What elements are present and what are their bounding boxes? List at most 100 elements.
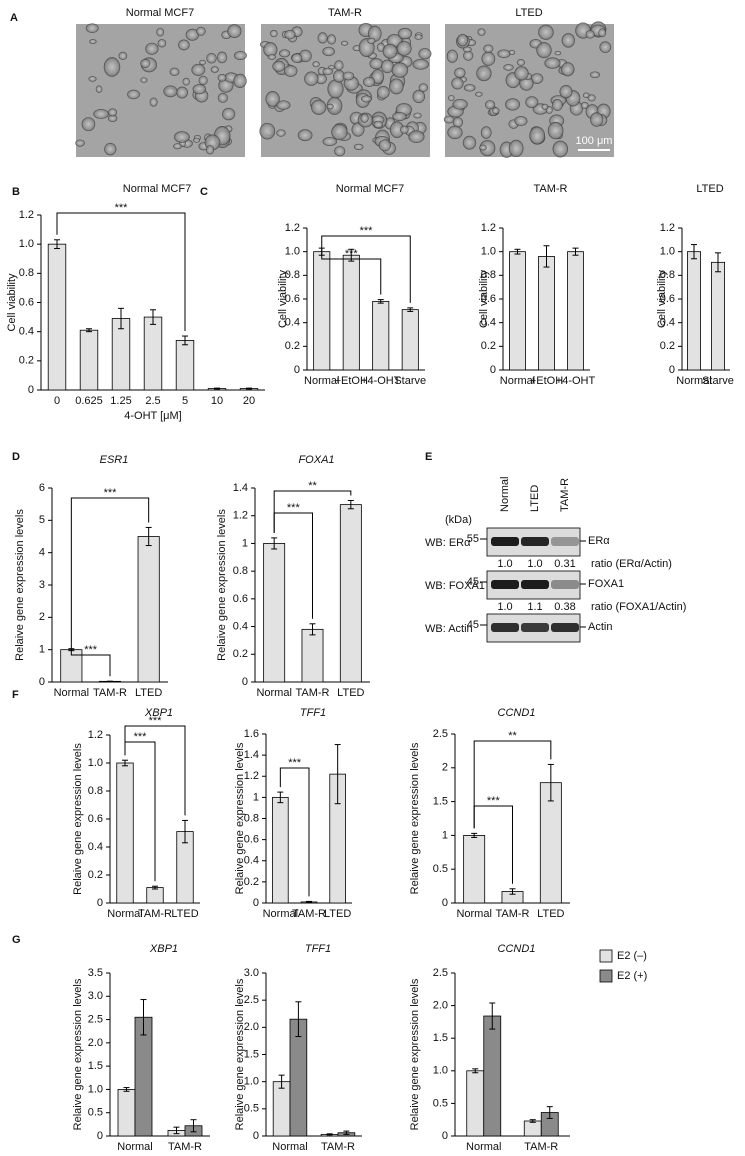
y-tick-label: 1.0 [660,246,675,258]
x-tick-label: Starve [394,375,426,387]
y-tick-label: 1.2 [88,729,103,741]
y-tick-label: 2.5 [433,728,448,740]
cell [408,130,425,143]
row-label: WB: Actin [425,623,473,635]
bar [567,251,584,371]
cell [396,40,412,56]
y-tick-label: 0.6 [88,813,103,825]
y-tick-label: 1.5 [244,1048,259,1060]
cell [547,121,564,140]
y-tick-label: 0.8 [88,785,103,797]
y-tick-label: 0.4 [660,317,675,329]
legend-label: E2 (–) [617,950,647,962]
cell [210,66,219,73]
y-axis-label: Cell viability [478,269,490,328]
y-tick-label: 0.2 [19,355,34,367]
cell [173,143,182,150]
y-tick-label: 1.2 [244,770,259,782]
cell [297,129,313,142]
ratio-value: 1.0 [497,558,512,570]
significance-label: *** [84,644,98,656]
chart-title: FOXA1 [298,454,334,466]
panel-label: C [200,186,208,198]
cell [514,66,529,81]
panel-label: B [12,186,20,198]
cell [462,135,477,150]
y-tick-label: 1.5 [433,1032,448,1044]
image-title: Normal MCF7 [126,7,194,19]
marker-label: 45 [467,576,479,588]
y-tick-label: 0.6 [244,834,259,846]
cell [483,44,494,53]
cell [457,33,469,47]
cell [222,107,236,121]
x-tick-label: TAM-R [168,1141,202,1153]
x-tick-label: Normal [304,375,339,387]
cell [463,84,476,92]
cell [233,73,247,88]
y-axis-label: Cell viability [656,269,668,328]
cell [182,77,190,86]
significance-label: *** [360,225,374,237]
scale-bar-label: 100 μm [576,135,613,147]
y-tick-label: 0.5 [244,1103,259,1115]
cell [317,32,328,44]
cell [149,97,158,107]
ratio-label: ratio (ERα/Actin) [591,558,672,570]
cell [514,115,528,127]
chart-title: XBP1 [149,943,178,955]
y-tick-label: 1 [253,791,259,803]
chart-title: XBP1 [144,707,173,719]
y-tick-label: 0.6 [285,293,300,305]
panel-label: G [12,934,21,946]
significance-label: ** [508,730,517,742]
x-tick-label: Normal [456,908,491,920]
y-tick-label: 0.2 [481,340,496,352]
cell [382,43,398,59]
panel-label: A [10,12,18,24]
cell [418,48,432,60]
significance-label: *** [115,202,129,214]
significance-bracket [56,212,186,332]
significance-bracket [273,490,352,533]
y-tick-label: 1.0 [481,246,496,258]
blot-band [521,580,549,589]
cell [582,92,590,98]
ratio-value: 0.38 [554,601,575,613]
y-tick-label: 2.5 [433,967,448,979]
significance-label: *** [134,731,148,743]
blot-band [491,537,519,546]
significance-bracket [473,740,552,829]
cell [108,108,118,117]
cell [217,73,227,82]
y-axis-label: Cell viability [277,269,289,328]
x-tick-label: 5 [182,395,188,407]
y-tick-label: 0.5 [88,1107,103,1119]
ratio-value: 0.31 [554,558,575,570]
y-tick-label: 1.2 [285,222,300,234]
y-tick-label: 0 [97,897,103,909]
lane-label: TAM-R [559,478,571,512]
bar [509,251,526,371]
cell [276,129,286,137]
x-tick-label: LTED [537,908,564,920]
y-tick-label: 5 [39,514,45,526]
cell [418,83,428,92]
cell [463,50,474,61]
significance-label: *** [104,487,118,499]
cell [492,107,500,115]
y-tick-label: 0 [669,364,675,376]
cell [157,39,167,48]
cell [561,62,575,77]
y-tick-label: 0.6 [233,593,248,605]
row-label: WB: ERα [425,537,471,549]
panel-label: F [12,689,19,701]
y-tick-label: 0 [442,897,448,909]
y-tick-label: 1.0 [433,1065,448,1077]
legend-swatch [599,969,613,983]
bar [463,835,486,904]
cell [392,111,407,121]
chart-title: TFF1 [305,943,331,955]
cell [541,103,549,110]
